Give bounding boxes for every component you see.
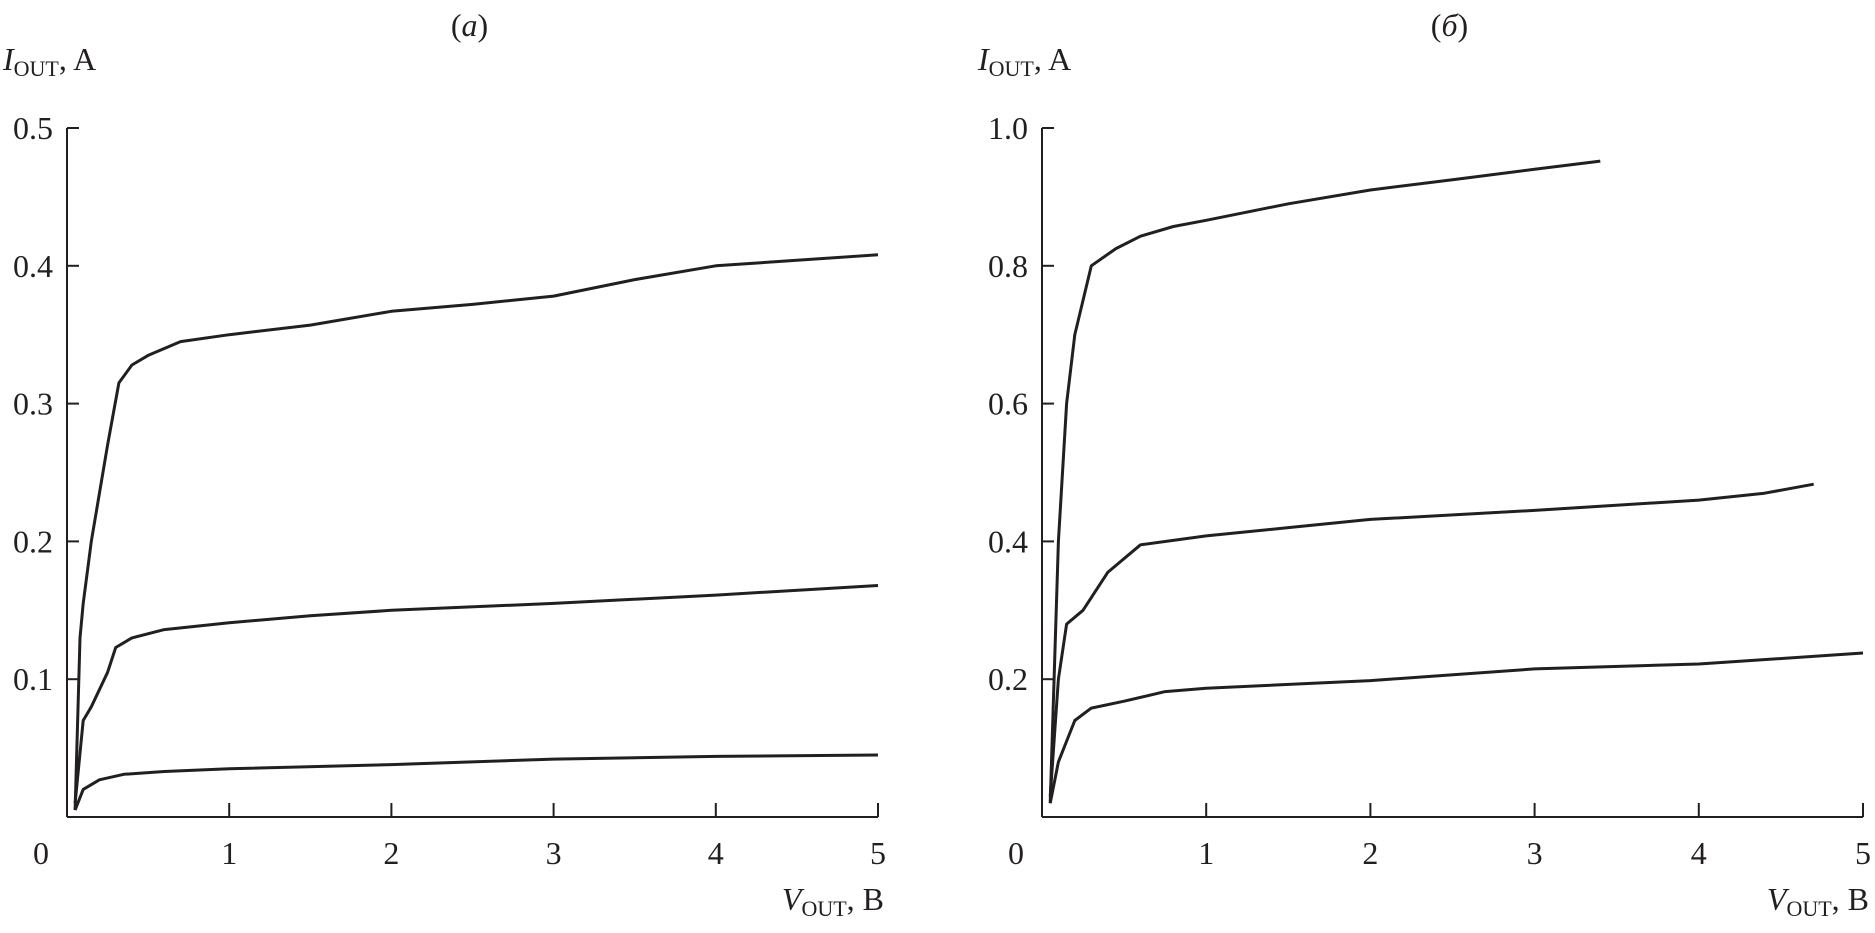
y-tick-label: 0.4 — [13, 248, 53, 284]
y-tick-label: 1.0 — [988, 110, 1028, 146]
x-tick-label: 4 — [708, 835, 724, 871]
x-tick-label: 5 — [870, 835, 886, 871]
y-axis-label: IOUT, A — [977, 41, 1071, 81]
x-tick-label: 5 — [1855, 835, 1871, 871]
series-line-2 — [1048, 482, 1814, 797]
x-tick-label: 1 — [221, 835, 237, 871]
x-axis-label: VOUT, B — [1767, 881, 1869, 921]
y-tick-label: 0.6 — [988, 386, 1028, 422]
series-line-3 — [73, 753, 879, 811]
y-tick-label: 0.5 — [13, 110, 53, 146]
panel-title: (a) — [451, 7, 488, 43]
y-tick-label: 0.2 — [988, 661, 1028, 697]
x-tick-label: 4 — [1691, 835, 1707, 871]
y-tick-label: 0.2 — [13, 523, 53, 559]
series-line-3 — [1048, 651, 1864, 804]
y-tick-label: 0.3 — [13, 386, 53, 422]
x-axis-label: VOUT, B — [782, 881, 884, 921]
panel-b: 0.2 0.4 0.6 0.8 1.0 0 1 2 3 4 5 (б) IOUT, A VOUT, B — [977, 7, 1871, 921]
series-line-1 — [1048, 159, 1601, 804]
x-tick-label: 3 — [546, 835, 562, 871]
series-line-1 — [73, 253, 879, 811]
series-line-2 — [73, 584, 879, 804]
y-axis-label: IOUT, A — [2, 41, 96, 81]
x-tick-label: 3 — [1527, 835, 1543, 871]
x-tick-label: 0 — [33, 835, 49, 871]
x-tick-label: 0 — [1008, 835, 1024, 871]
y-tick-label: 0.4 — [988, 523, 1028, 559]
x-tick-label: 1 — [1198, 835, 1214, 871]
x-tick-label: 2 — [383, 835, 399, 871]
panel-a: 0.1 0.2 0.3 0.4 0.5 0 1 2 3 4 5 (a) IOUT, A VOUT, B — [2, 7, 886, 921]
y-tick-label: 0.1 — [13, 661, 53, 697]
y-tick-label: 0.8 — [988, 248, 1028, 284]
panel-title: (б) — [1431, 7, 1468, 43]
x-tick-label: 2 — [1362, 835, 1378, 871]
